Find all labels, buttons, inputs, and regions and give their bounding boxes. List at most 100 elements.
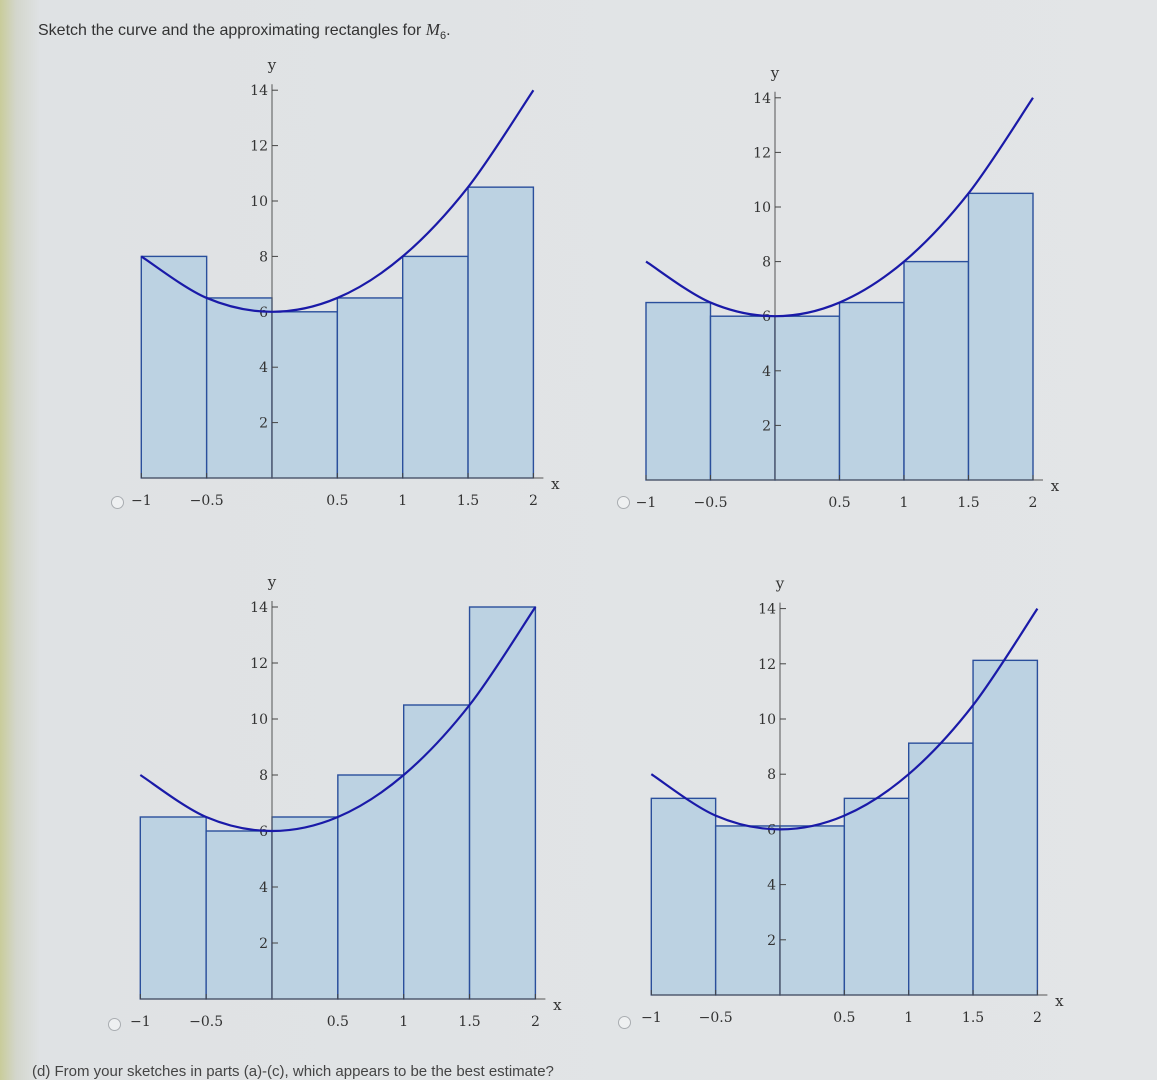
- y-tick-label: 2: [259, 936, 268, 952]
- approx-rectangle: [205, 830, 273, 1000]
- x-axis-label: x: [551, 475, 560, 493]
- approx-rectangle: [779, 825, 846, 996]
- y-tick-label: 8: [762, 255, 771, 271]
- y-tick-label: 10: [250, 712, 268, 728]
- x-axis-label: x: [553, 996, 562, 1014]
- option-3-chart: 2 4 6 8 10 12 14 −1 −0.5 0.5 1 1.5 2 x y: [0, 0, 562, 1030]
- prompt-text: Sketch the curve and the approximating r…: [38, 22, 426, 39]
- function-curve: [650, 607, 1039, 831]
- y-axis-label: y: [267, 573, 277, 591]
- approx-rectangle: [468, 606, 537, 1000]
- y-tick-label: 12: [250, 656, 268, 672]
- approx-rectangle: [271, 816, 339, 1000]
- y-tick-label: 4: [259, 880, 268, 896]
- y-tick-label: 6: [762, 309, 771, 325]
- approx-rectangle: [139, 816, 207, 1000]
- x-tick-label: 0.5: [828, 495, 850, 511]
- x-tick-label: −1: [636, 495, 657, 511]
- prompt-subscript: 6: [439, 30, 447, 43]
- prompt-end: .: [446, 22, 451, 39]
- x-axis-label: x: [1055, 992, 1064, 1010]
- approx-rectangle: [467, 186, 535, 479]
- y-tick-label: 8: [259, 249, 268, 265]
- y-tick-label: 10: [753, 200, 771, 216]
- y-tick-label: 8: [767, 767, 776, 783]
- y-tick-label: 14: [753, 91, 771, 107]
- x-tick-label: 1: [398, 493, 407, 509]
- approx-rectangle: [402, 255, 469, 479]
- y-tick-label: 14: [250, 600, 268, 616]
- y-tick-label: 6: [259, 305, 268, 321]
- x-tick-label: 1: [904, 1010, 913, 1026]
- approx-rectangle: [337, 774, 405, 1000]
- approx-rectangle: [843, 797, 910, 996]
- y-tick-label: 12: [250, 139, 268, 155]
- approx-rectangle: [140, 255, 208, 479]
- x-tick-label: 0.5: [327, 1014, 349, 1030]
- x-axis-label: x: [1051, 477, 1060, 495]
- y-tick-label: 6: [259, 824, 268, 840]
- x-tick-label: 1.5: [458, 1014, 480, 1030]
- y-tick-label: 6: [767, 822, 776, 838]
- x-tick-label: −0.5: [694, 495, 728, 511]
- y-tick-label: 2: [762, 418, 771, 434]
- y-tick-label: 12: [753, 145, 771, 161]
- option-2-radio[interactable]: [617, 496, 630, 509]
- y-tick-label: 2: [259, 416, 268, 432]
- y-tick-label: 4: [259, 360, 268, 376]
- x-tick-label: 2: [529, 493, 538, 509]
- y-axis-label: y: [770, 64, 780, 82]
- approx-rectangle: [403, 704, 471, 1000]
- x-tick-label: −1: [131, 493, 152, 509]
- option-4-radio[interactable]: [618, 1016, 631, 1029]
- y-axis-label: y: [267, 56, 277, 74]
- option-4-chart: 2 4 6 8 10 12 14 −1 −0.5 0.5 1 1.5 2 x y: [0, 0, 1064, 1026]
- approx-rectangle: [650, 797, 717, 996]
- x-tick-label: 1: [900, 495, 909, 511]
- x-tick-label: 1: [399, 1014, 408, 1030]
- approx-rectangle: [205, 297, 273, 479]
- function-curve: [139, 606, 537, 833]
- approx-rectangle: [709, 315, 776, 481]
- approx-rectangle: [645, 301, 712, 481]
- y-tick-label: 8: [259, 768, 268, 784]
- approx-rectangle: [714, 825, 781, 996]
- approx-rectangle: [838, 301, 905, 481]
- function-curve: [140, 89, 535, 313]
- approx-rectangle: [967, 192, 1034, 481]
- x-tick-label: 0.5: [326, 493, 348, 509]
- x-tick-label: −0.5: [189, 1014, 223, 1030]
- approx-rectangle: [972, 659, 1039, 996]
- y-tick-label: 12: [758, 657, 776, 673]
- y-tick-label: 2: [767, 933, 776, 949]
- y-tick-label: 14: [758, 602, 776, 618]
- approx-rectangle: [271, 311, 339, 479]
- y-axis-label: y: [775, 575, 785, 593]
- x-tick-label: 0.5: [833, 1010, 855, 1026]
- x-tick-label: −1: [130, 1014, 151, 1030]
- prompt-symbol: M: [425, 20, 440, 39]
- option-2-chart: 2 4 6 8 10 12 14 −1 −0.5 0.5 1 1.5 2 x y: [0, 0, 1060, 511]
- approx-rectangle: [903, 260, 970, 481]
- y-tick-label: 4: [762, 364, 771, 380]
- question-prompt: Sketch the curve and the approximating r…: [38, 20, 451, 42]
- x-tick-label: 2: [1029, 495, 1038, 511]
- approx-rectangle: [774, 315, 841, 481]
- x-tick-label: −1: [641, 1010, 662, 1026]
- approx-rectangle: [908, 742, 974, 996]
- option-3-radio[interactable]: [108, 1018, 121, 1031]
- y-tick-label: 14: [250, 83, 268, 99]
- option-1-radio[interactable]: [111, 496, 124, 509]
- x-tick-label: 1.5: [957, 495, 979, 511]
- function-curve: [645, 97, 1034, 318]
- approx-rectangle: [336, 297, 404, 479]
- x-tick-label: 1.5: [962, 1010, 984, 1026]
- question-d-text: (d) From your sketches in parts (a)-(c),…: [32, 1063, 554, 1080]
- x-tick-label: −0.5: [190, 493, 224, 509]
- x-tick-label: 2: [531, 1014, 540, 1030]
- y-tick-label: 10: [250, 194, 268, 210]
- x-tick-label: 1.5: [457, 493, 479, 509]
- x-tick-label: 2: [1033, 1010, 1042, 1026]
- x-tick-label: −0.5: [699, 1010, 733, 1026]
- option-1-chart: 2 4 6 8 10 12 14 −1 −0.5 0.5 1 1.5 2 x y: [0, 0, 560, 509]
